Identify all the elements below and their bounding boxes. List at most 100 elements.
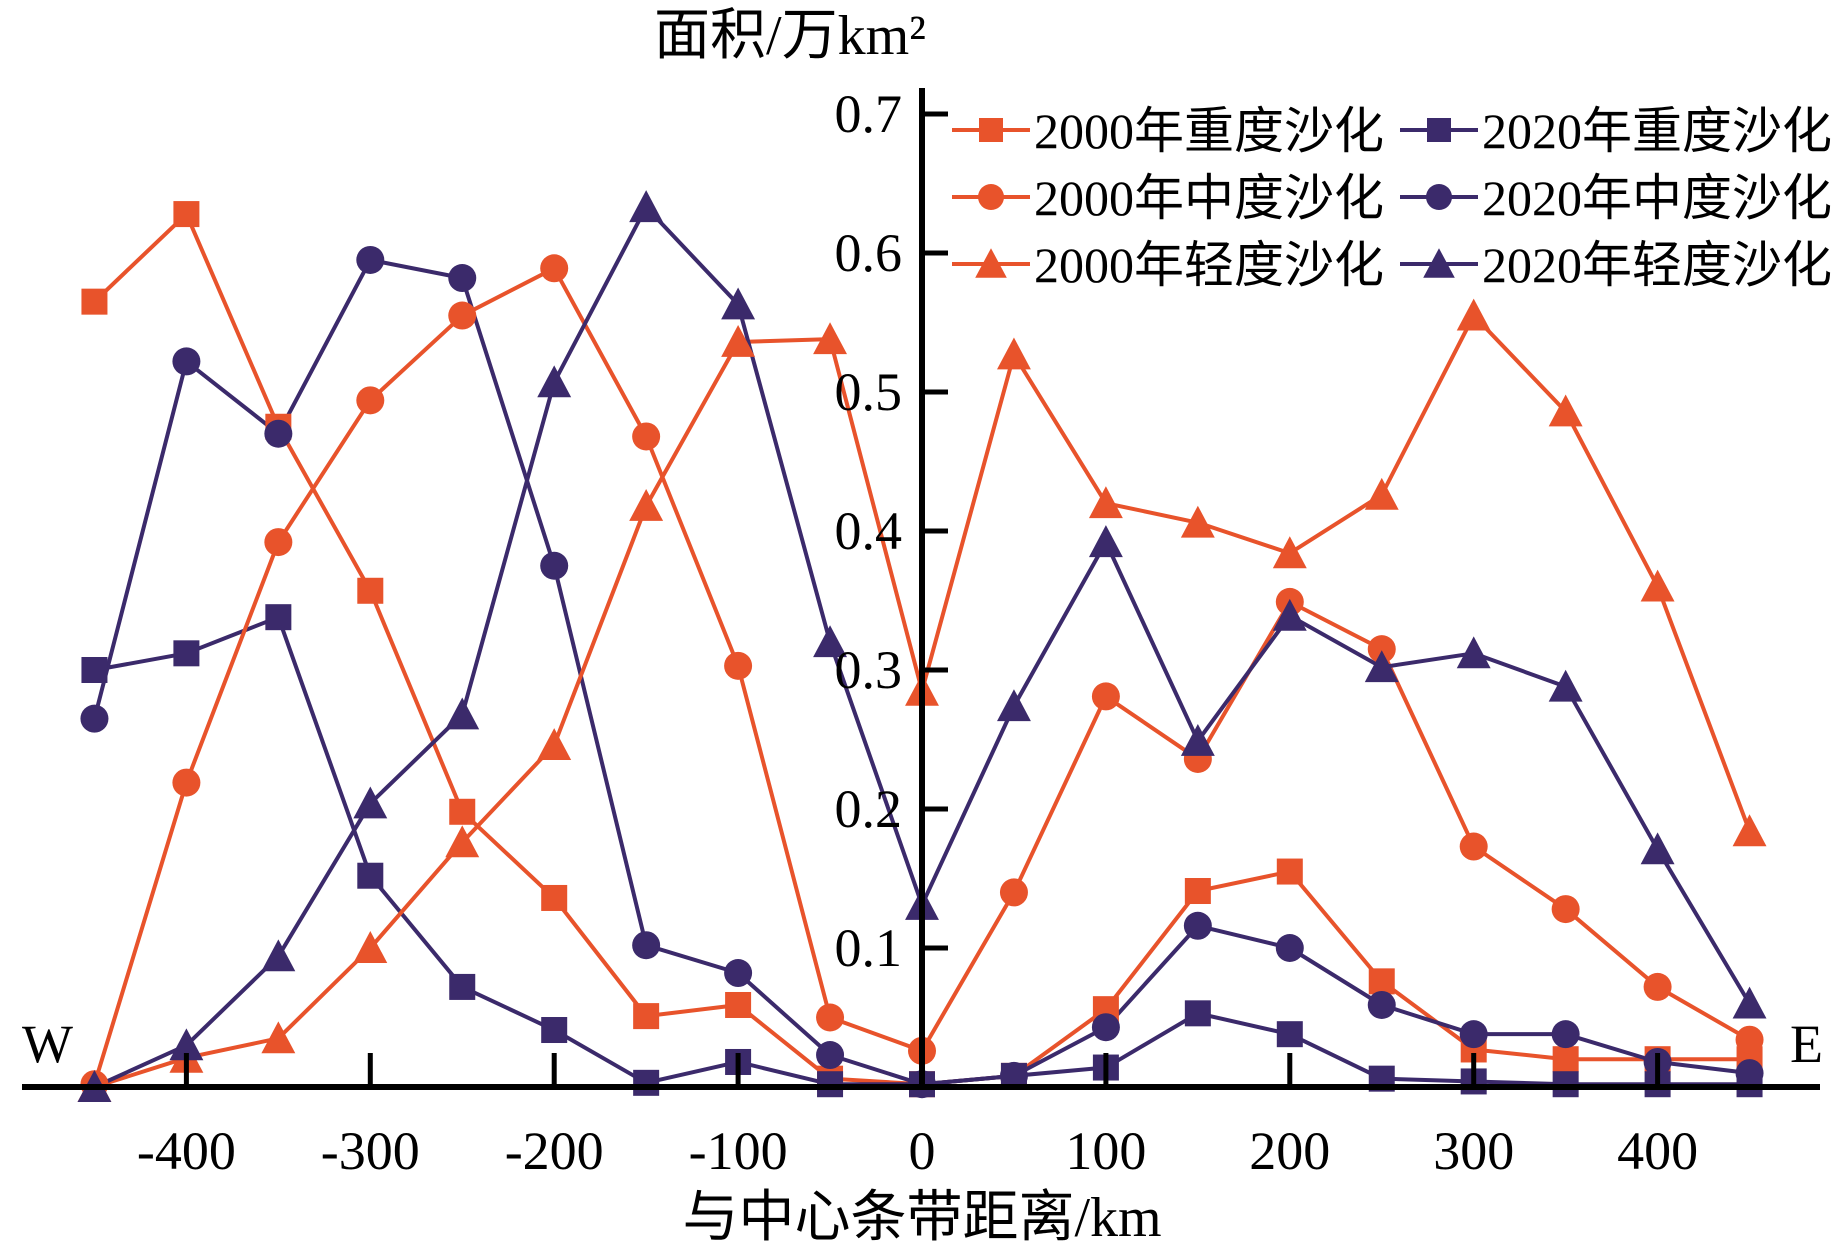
data-point-0-4 [449,798,476,825]
data-point-3-4 [448,264,477,293]
y-tick-label: 0.6 [835,223,903,283]
data-point-2-15 [1459,832,1488,861]
data-point-5-18 [1732,986,1767,1019]
data-point-4-5 [537,728,572,761]
data-point-4-18 [1732,814,1767,847]
data-point-3-7 [724,959,753,988]
data-point-0-0 [81,288,108,315]
data-point-4-13 [1272,536,1307,569]
legend-label: 2020年中度沙化 [1482,170,1832,226]
data-point-3-10 [999,1061,1028,1090]
data-point-5-7 [721,287,756,320]
data-point-5-1 [169,1028,204,1061]
data-point-3-6 [632,931,661,960]
data-point-1-4 [449,973,476,1000]
x-tick-label: -400 [137,1121,236,1181]
data-point-0-12 [1184,878,1211,905]
data-point-2-11 [1091,682,1120,711]
legend: 2000年重度沙化 2020年重度沙化 2000年中度沙化 2020年中度沙化 2000… [952,103,1832,293]
data-point-1-12 [1184,1000,1211,1027]
data-point-1-2 [265,604,292,631]
data-point-5-4 [445,697,480,730]
data-point-4-14 [1364,477,1399,510]
data-point-1-5 [541,1017,568,1044]
data-point-2-4 [448,301,477,330]
data-point-5-16 [1548,669,1583,702]
y-tick-label: 0.7 [835,84,903,144]
data-point-5-5 [537,365,572,398]
data-point-2-8 [816,1003,845,1032]
data-point-0-3 [357,577,384,604]
legend-label: 2020年轻度沙化 [1482,237,1832,293]
data-point-3-16 [1551,1020,1580,1049]
y-tick-label: 0.2 [835,779,903,839]
data-point-3-11 [1091,1013,1120,1042]
data-point-4-4 [445,825,480,858]
legend-label: 2000年中度沙化 [1034,170,1384,226]
data-point-4-16 [1548,394,1583,427]
data-point-3-12 [1183,911,1212,940]
data-point-3-0 [80,704,109,733]
data-point-5-3 [353,786,388,819]
data-point-2-16 [1551,895,1580,924]
data-point-2-6 [632,422,661,451]
data-point-3-13 [1275,934,1304,962]
data-point-2-7 [724,651,753,680]
data-point-4-12 [1180,505,1215,538]
data-point-2-2 [264,528,293,557]
x-tick-label: 100 [1065,1121,1146,1181]
legend-marker [978,184,1004,210]
legend-label: 2000年重度沙化 [1034,103,1384,159]
x-tick-label: -300 [321,1121,420,1181]
data-point-2-18 [1735,1025,1764,1054]
data-point-5-12 [1180,723,1215,756]
data-point-3-18 [1735,1059,1764,1088]
data-point-0-13 [1276,858,1303,885]
data-point-2-3 [356,386,385,415]
data-point-4-7 [721,325,756,357]
legend-marker [979,118,1003,142]
data-point-5-2 [261,939,296,972]
data-point-4-8 [813,322,847,355]
x-axis-title: 与中心条带距离/km [682,1187,1161,1249]
data-point-2-1 [172,768,201,797]
y-tick-label: 0.4 [835,501,903,561]
data-point-5-15 [1456,636,1491,669]
data-point-5-14 [1364,650,1399,683]
data-point-3-15 [1459,1020,1488,1049]
data-point-1-1 [173,640,200,667]
x-tick-label: -100 [689,1121,788,1181]
series-markers [77,190,1767,1102]
data-point-5-10 [997,689,1031,722]
data-point-2-14 [1367,635,1396,664]
data-point-1-6 [633,1069,660,1096]
legend-label: 2000年轻度沙化 [1034,237,1384,293]
y-tick-label: 0.1 [835,918,903,978]
data-point-5-11 [1088,525,1123,558]
data-point-3-2 [264,419,293,448]
x-tick-label: 200 [1249,1121,1330,1181]
data-point-5-13 [1272,598,1307,631]
y-axis-ticks: 0.1 0.2 0.3 0.4 0.5 0.6 0.7 [835,84,948,978]
x-tick-label: 0 [909,1121,936,1181]
data-point-2-17 [1643,972,1672,1001]
legend-marker [1427,118,1451,142]
data-point-1-0 [81,657,108,683]
x-tick-label: 300 [1433,1121,1514,1181]
data-point-3-1 [172,347,201,376]
data-point-4-2 [261,1021,296,1054]
data-point-5-6 [629,190,664,223]
legend-marker [975,248,1007,278]
data-point-0-14 [1368,968,1395,995]
data-point-4-15 [1456,298,1491,331]
data-point-0-1 [173,201,200,228]
y-axis-title: 面积/万km² [654,5,926,67]
data-point-2-5 [540,254,569,283]
west-direction-label: W [22,1014,73,1074]
x-tick-label: 400 [1617,1121,1698,1181]
x-axis-ticks: -400 -300 -200 -100 0 100 200 300 400 [137,1053,1698,1181]
data-point-4-10 [997,337,1031,370]
data-point-0-16 [1552,1046,1579,1073]
data-point-5-17 [1640,832,1675,865]
